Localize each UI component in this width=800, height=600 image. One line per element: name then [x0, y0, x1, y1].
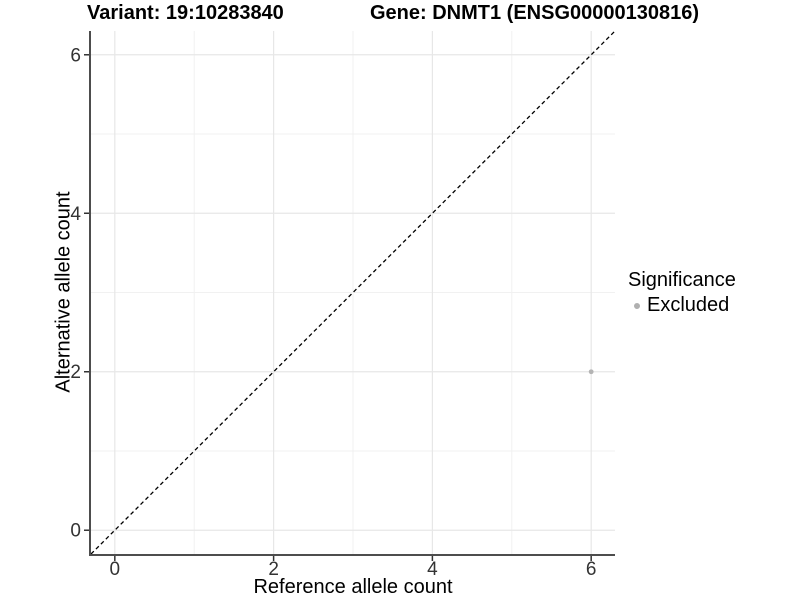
y-axis-title: Alternative allele count	[52, 191, 75, 393]
legend-item-excluded: Excluded	[628, 294, 736, 317]
legend-item-label: Excluded	[647, 294, 730, 316]
y-tick-label: 4	[70, 204, 81, 225]
y-tick-label: 0	[70, 521, 81, 542]
data-point-excluded	[588, 369, 594, 375]
variant-title: Variant: 19:10283840	[87, 2, 284, 24]
x-axis-title: Reference allele count	[253, 576, 453, 598]
identity-line	[90, 30, 616, 555]
y-tick-label: 6	[70, 45, 81, 66]
x-tick-label: 6	[586, 559, 597, 580]
x-tick-label: 2	[268, 559, 279, 580]
x-tick-label: 4	[427, 559, 438, 580]
y-tick-label: 2	[70, 362, 81, 383]
gene-title: Gene: DNMT1 (ENSG00000130816)	[370, 2, 700, 24]
excluded-point-icon	[634, 302, 640, 309]
legend-title: Significance	[628, 269, 736, 291]
x-tick-label: 0	[110, 559, 121, 580]
legend: Significance Excluded	[628, 269, 736, 317]
